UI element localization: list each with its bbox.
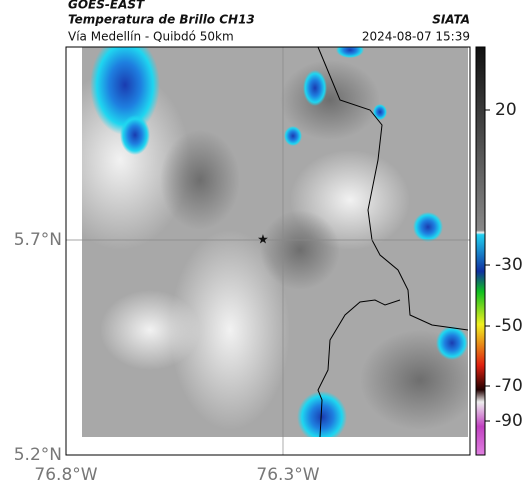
colorbar-ticks: 20 -30 -50 -70 -90: [485, 100, 523, 431]
colorbar-label: -30: [495, 255, 523, 275]
satellite: GOES-EAST: [68, 0, 145, 12]
map-frame: [65, 46, 471, 456]
colorbar: [475, 46, 486, 456]
lon-tick: 76.3°W: [256, 465, 319, 485]
lat-tick: 5.7°N: [14, 230, 62, 250]
product: Temperatura de Brillo CH13: [68, 13, 255, 27]
lat-tick: 5.2°N: [14, 445, 62, 465]
colorbar-label: -70: [495, 376, 523, 396]
datetime: 2024-08-07 15:39: [362, 30, 470, 44]
lon-tick: 76.8°W: [34, 465, 97, 485]
colorbar-label: -90: [495, 411, 523, 431]
star-marker: ★: [257, 233, 269, 248]
colorbar-label: -50: [495, 316, 523, 336]
region: Vía Medellín - Quibdó 50km: [68, 30, 234, 44]
satellite-image: [82, 47, 468, 437]
colorbar-label: 20: [495, 100, 517, 120]
source: SIATA: [432, 13, 470, 27]
